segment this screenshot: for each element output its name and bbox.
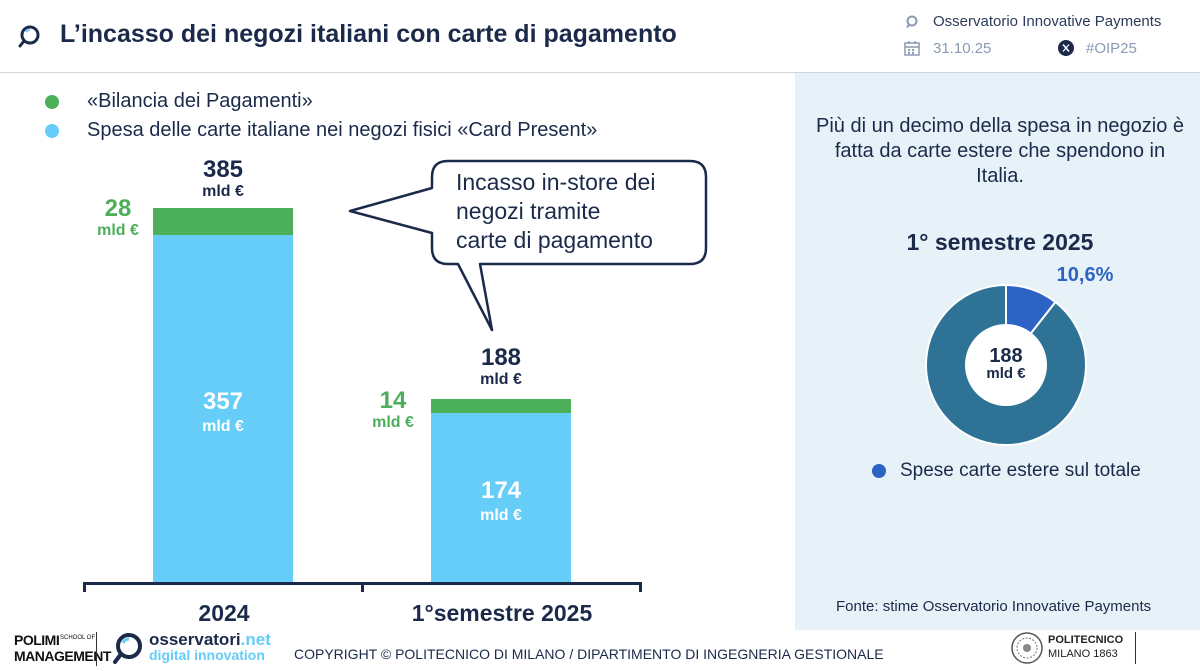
bar-card-present-2024 (153, 235, 293, 582)
bar-bilancia-2024 (153, 208, 293, 236)
callout-text: Incasso in-store dei negozi tramite cart… (456, 168, 655, 255)
total-label-2025: 188 (480, 344, 522, 371)
x-tick-label-2025: 1°semestre 2025 (411, 600, 593, 626)
bar-bilancia-2025 (431, 399, 571, 413)
magnifier-small-icon (906, 15, 918, 29)
donut-center-unit: mld € (986, 365, 1026, 382)
footer-divider (96, 632, 97, 666)
politecnico-city: MILANO 1863 (1048, 648, 1118, 660)
green-unit-2024: mld € (97, 222, 139, 239)
callout-line: Incasso in-store dei (456, 169, 656, 195)
magnifier-logo-icon (18, 25, 40, 48)
x-axis-tick (639, 582, 642, 592)
org-name: Osservatorio Innovative Payments (933, 13, 1162, 30)
donut-center-value: 188 (989, 345, 1023, 367)
blue-unit-2025: mld € (480, 507, 522, 524)
hashtag: #OIP25 (1086, 40, 1137, 57)
x-axis-tick (83, 582, 86, 592)
total-label-2024: 385 (202, 156, 244, 183)
polimi-logo-school: SCHOOL OF (60, 635, 96, 641)
callout-bubble (348, 159, 708, 332)
page-title: L’incasso dei negozi italiani con carte … (60, 20, 677, 48)
osservatori-net: .net (240, 630, 271, 649)
donut-title: 1° semestre 2025 (906, 229, 1094, 255)
donut-legend-dot (872, 464, 886, 478)
blue-label-2025: 174 (480, 477, 522, 504)
legend-dot-green (45, 94, 59, 109)
green-unit-2025: mld € (372, 414, 414, 431)
date: 31.10.25 (933, 40, 992, 57)
footer: POLIMI SCHOOL OF MANAGEMENT osservatori.… (0, 630, 1200, 671)
donut-slice-label: 10,6% (1056, 264, 1114, 286)
source-note: Fonte: stime Osservatorio Innovative Pay… (836, 598, 1152, 615)
polimi-logo-top: POLIMI (14, 632, 60, 648)
callout-line: carte di pagamento (456, 227, 653, 253)
callout-line: negozi tramite (456, 198, 601, 224)
donut-hole (965, 324, 1047, 406)
donut-chart (925, 284, 1087, 446)
bar-card-present-2025 (431, 412, 571, 582)
legend-item-bilancia: «Bilancia dei Pagamenti» (45, 90, 313, 113)
legend-item-card-present: Spesa delle carte italiane nei negozi fi… (45, 119, 597, 142)
donut-legend-label: Spese carte estere sul totale (900, 460, 1141, 481)
green-label-2025: 14 (379, 387, 407, 414)
footer-divider-right (1135, 632, 1136, 664)
x-twitter-icon (1058, 40, 1074, 56)
osservatori-logo-text: osservatori.net (149, 630, 271, 650)
osservatori-sub: digital innovation (149, 647, 265, 663)
politecnico-name: POLITECNICO (1048, 634, 1124, 646)
total-unit-2025: mld € (480, 371, 522, 388)
osservatori-main: osservatori (149, 630, 241, 649)
blue-label-2024: 357 (202, 388, 244, 415)
donut-legend: Spese carte estere sul totale (872, 460, 1141, 482)
total-unit-2024: mld € (202, 183, 244, 200)
copyright-text: COPYRIGHT © POLITECNICO DI MILANO / DIPA… (294, 646, 884, 662)
legend-label: Spesa delle carte italiane nei negozi fi… (87, 119, 598, 141)
politecnico-seal-icon (1011, 632, 1043, 664)
blue-unit-2024: mld € (202, 418, 244, 435)
header: L’incasso dei negozi italiani con carte … (0, 0, 1200, 73)
x-axis-tick (361, 582, 364, 592)
green-label-2024: 28 (104, 195, 132, 222)
calendar-icon (904, 41, 920, 56)
osservatori-logo-icon (113, 633, 142, 664)
x-tick-label-2024: 2024 (198, 600, 250, 626)
polimi-logo-bottom: MANAGEMENT (14, 648, 111, 664)
legend-label: «Bilancia dei Pagamenti» (87, 90, 313, 112)
legend-dot-blue (45, 123, 59, 138)
side-panel-text: Più di un decimo della spesa in negozio … (815, 115, 1185, 187)
